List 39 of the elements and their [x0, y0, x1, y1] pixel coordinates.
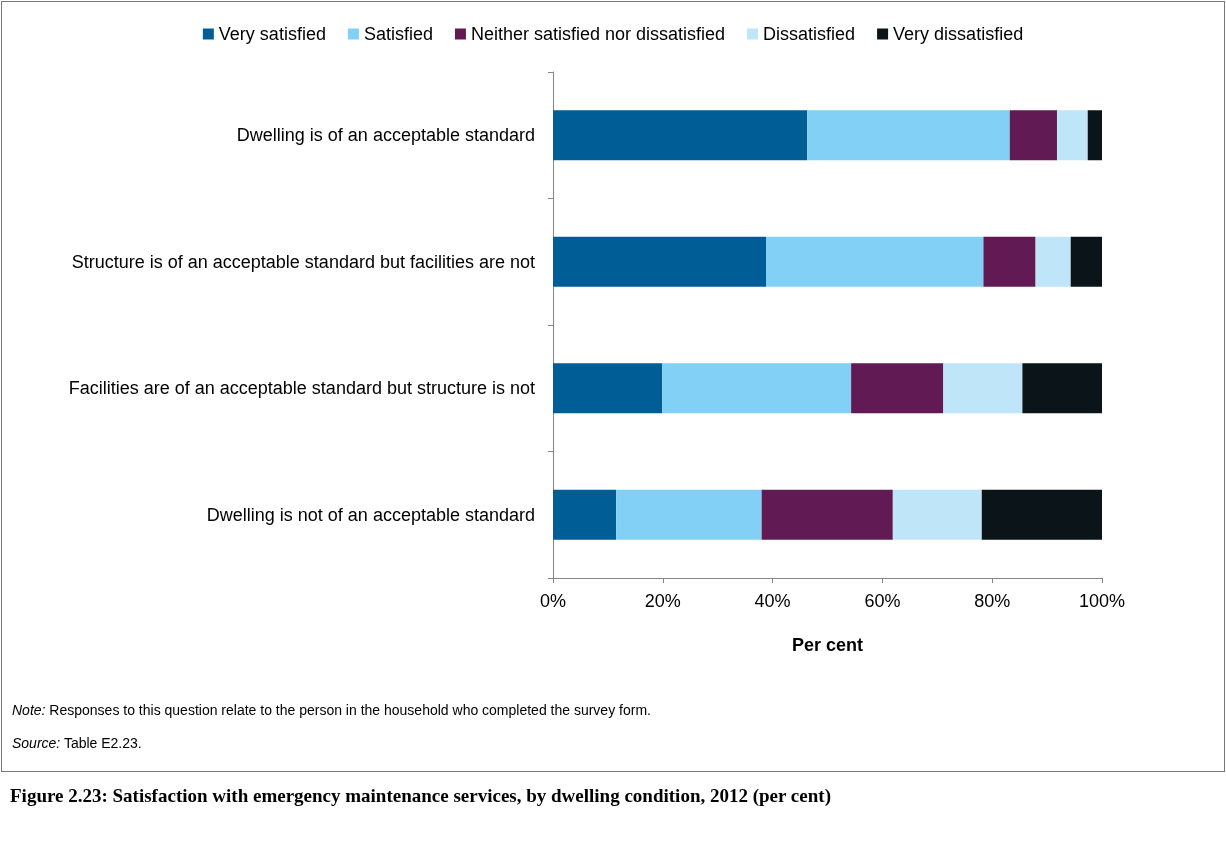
legend-label: Very satisfied [218, 24, 326, 44]
text: Note: Responses to this question relate to the person in the household who completed the survey form. [12, 702, 651, 718]
x-tick-label: 60% [864, 591, 901, 611]
bar [1009, 110, 1057, 161]
bar [1070, 236, 1102, 287]
bar [1035, 236, 1071, 287]
bar [1022, 363, 1102, 414]
text: Figure 2.23: Satisfaction with emergency maintenance services, by dwelling condition, 2012 (per cent) [10, 784, 832, 808]
bar [807, 110, 1010, 161]
x-tick-label: 100% [1078, 591, 1126, 611]
legend-label: Neither satisfied nor dissatisfied [470, 24, 726, 44]
bar [1056, 110, 1088, 161]
bar [553, 363, 663, 414]
bar [981, 489, 1102, 540]
x-tick-label: 20% [644, 591, 681, 611]
x-tick-label: 0% [539, 591, 567, 611]
y-tick-label: Structure is of an acceptable standard but facilities are not [71, 251, 535, 272]
bar [983, 236, 1036, 287]
y-tick-label: Dwelling is of an acceptable standard [236, 125, 535, 146]
bar [616, 489, 762, 540]
x-tick-label: 40% [754, 591, 791, 611]
x-axis-title: Per cent [791, 635, 864, 655]
legend-label: Satisfied [363, 24, 433, 44]
x-tick-label: 80% [974, 591, 1011, 611]
bar [553, 110, 808, 161]
bar [943, 363, 1023, 414]
bar [553, 236, 767, 287]
y-tick-label: Dwelling is not of an acceptable standard [206, 504, 535, 525]
legend-label: Dissatisfied [763, 24, 856, 44]
bar [761, 489, 893, 540]
bar [1087, 110, 1102, 161]
bar [553, 489, 617, 540]
legend-label: Very dissatisfied [893, 24, 1024, 44]
bar [662, 363, 852, 414]
bar [766, 236, 984, 287]
y-tick-label: Facilities are of an acceptable standard but structure is not [68, 378, 535, 399]
bar [892, 489, 982, 540]
source-note: Source: Table E2.23. [12, 735, 142, 751]
bar [851, 363, 944, 414]
